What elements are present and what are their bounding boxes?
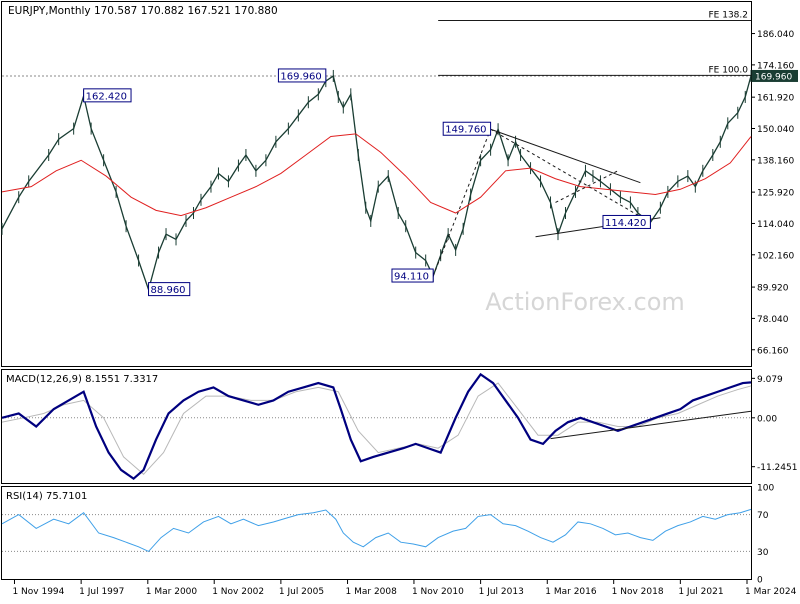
rsi-label: RSI(14) 75.7101 <box>6 491 87 502</box>
price-label-box <box>277 68 327 83</box>
price-y-tick-label: 114.040 <box>757 220 794 230</box>
chart-title: EURJPY,Monthly 170.587 170.882 167.521 1… <box>8 5 278 17</box>
rsi-y-tick-label: 0 <box>757 576 763 586</box>
fibonacci-label: FE 138.2 <box>709 10 749 20</box>
macd-label: MACD(12,26,9) 8.1551 7.3317 <box>6 374 158 385</box>
x-tick-label: 1 Mar 2016 <box>545 587 597 597</box>
x-tick-label: 1 Mar 2024 <box>745 587 797 597</box>
rsi-panel-frame <box>1 486 752 580</box>
macd-y-tick-label: -11.2451 <box>757 463 797 473</box>
x-tick-label: 1 Nov 1994 <box>12 587 64 597</box>
current-price-label: 169.960 <box>755 72 792 82</box>
rsi-y-tick-label: 100 <box>757 484 774 494</box>
x-tick-label: 1 Jul 1997 <box>79 587 124 597</box>
macd-line <box>1 372 752 481</box>
x-tick-label: 1 Nov 2002 <box>212 587 264 597</box>
x-tick-label: 1 Mar 2000 <box>146 587 198 597</box>
macd-panel-frame <box>1 369 752 484</box>
price-y-tick-label: 125.920 <box>757 189 794 199</box>
price-label: 162.420 <box>86 91 127 102</box>
x-tick-label: 1 Mar 2008 <box>346 587 398 597</box>
rsi-line <box>1 508 752 553</box>
watermark: ActionForex.com <box>485 288 685 316</box>
price-y-tick-label: 186.040 <box>757 30 794 40</box>
price-label-box <box>391 268 434 283</box>
price-label-box <box>83 88 132 103</box>
price-label: 94.110 <box>394 272 429 283</box>
annotation-layer: FE 138.2 FE 100.0 162.420 169.960 88.960 94.1… <box>83 10 751 297</box>
x-tick-label: 1 Nov 2010 <box>412 587 464 597</box>
price-y-tick-label: 138.160 <box>757 156 794 166</box>
macd-trendline <box>550 410 752 440</box>
x-tick-label: 1 Jul 2021 <box>678 587 723 597</box>
current-price-tag <box>752 69 798 82</box>
price-panel-frame <box>1 1 752 367</box>
price-y-tick-label: 78.040 <box>757 315 789 325</box>
price-y-tick-label: 161.920 <box>757 94 794 104</box>
price-label: 169.960 <box>280 71 321 82</box>
price-label-box <box>442 121 492 136</box>
price-y-tick-label: 102.160 <box>757 251 794 261</box>
price-label: 114.420 <box>605 218 646 229</box>
axes-layer: 66.160 78.040 89.920 102.160 114.040 125.920 1… <box>12 30 798 597</box>
x-tick-label: 1 Jul 2005 <box>279 587 324 597</box>
macd-y-tick-label: 0.00 <box>757 414 777 424</box>
rsi-layer <box>1 508 752 553</box>
grid-layer <box>2 75 751 552</box>
macd-y-tick-label: 9.079 <box>757 375 783 385</box>
rsi-y-tick-label: 30 <box>757 548 769 558</box>
price-y-tick-label: 66.160 <box>757 346 789 356</box>
price-layer <box>1 69 752 296</box>
x-tick-label: 1 Nov 2018 <box>612 587 664 597</box>
price-label: 88.960 <box>151 285 186 296</box>
price-label: 149.760 <box>445 125 486 136</box>
fibonacci-label: FE 100.0 <box>709 65 749 75</box>
macd-signal-line <box>1 382 752 476</box>
dashed-trendline <box>555 170 619 203</box>
price-label-box <box>602 214 651 229</box>
price-y-tick-label: 174.160 <box>757 61 794 71</box>
dashed-trendline <box>432 129 492 277</box>
moving-average-line <box>1 133 752 217</box>
price-label-box <box>148 282 191 297</box>
price-y-tick-label: 89.920 <box>757 284 789 294</box>
x-tick-label: 1 Jul 2013 <box>479 587 524 597</box>
price-y-tick-label: 150.040 <box>757 125 794 135</box>
macd-layer <box>1 372 752 481</box>
rsi-y-tick-label: 70 <box>757 511 769 521</box>
trendline <box>490 128 641 184</box>
dashed-trendline <box>490 128 651 223</box>
